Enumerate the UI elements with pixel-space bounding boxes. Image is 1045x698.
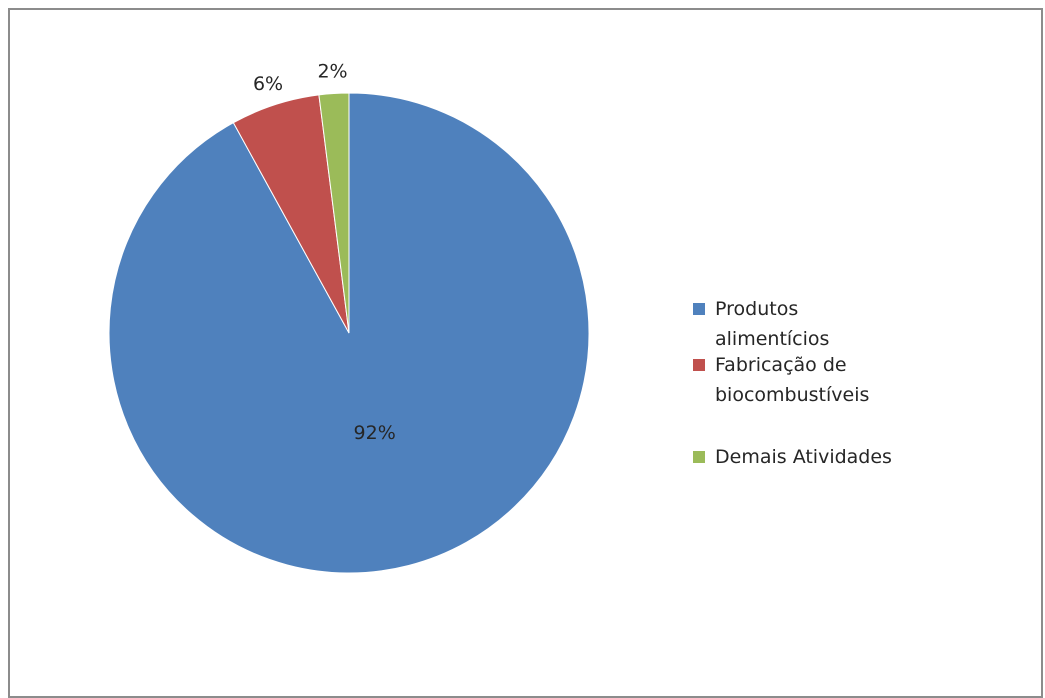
legend: Produtos alimentícios Fabricação de bioc… xyxy=(693,296,1013,472)
data-label-demais: 2% xyxy=(317,61,347,83)
legend-label-demais: Demais Atividades xyxy=(715,446,892,468)
legend-item-biocombustiveis: Fabricação de biocombustíveis xyxy=(693,352,1013,444)
slice-demais xyxy=(318,92,350,334)
legend-swatch-biocombustiveis xyxy=(693,359,705,371)
data-label-biocombustiveis: 6% xyxy=(253,73,283,95)
legend-item-produtos: Produtos alimentícios xyxy=(693,296,1013,352)
data-label-produtos: 92% xyxy=(354,422,396,444)
legend-swatch-demais xyxy=(693,451,705,463)
legend-item-demais: Demais Atividades xyxy=(693,444,1013,472)
legend-label-produtos: Produtos alimentícios xyxy=(715,298,830,350)
legend-swatch-produtos xyxy=(693,303,705,315)
legend-label-biocombustiveis: Fabricação de biocombustíveis xyxy=(715,354,870,406)
